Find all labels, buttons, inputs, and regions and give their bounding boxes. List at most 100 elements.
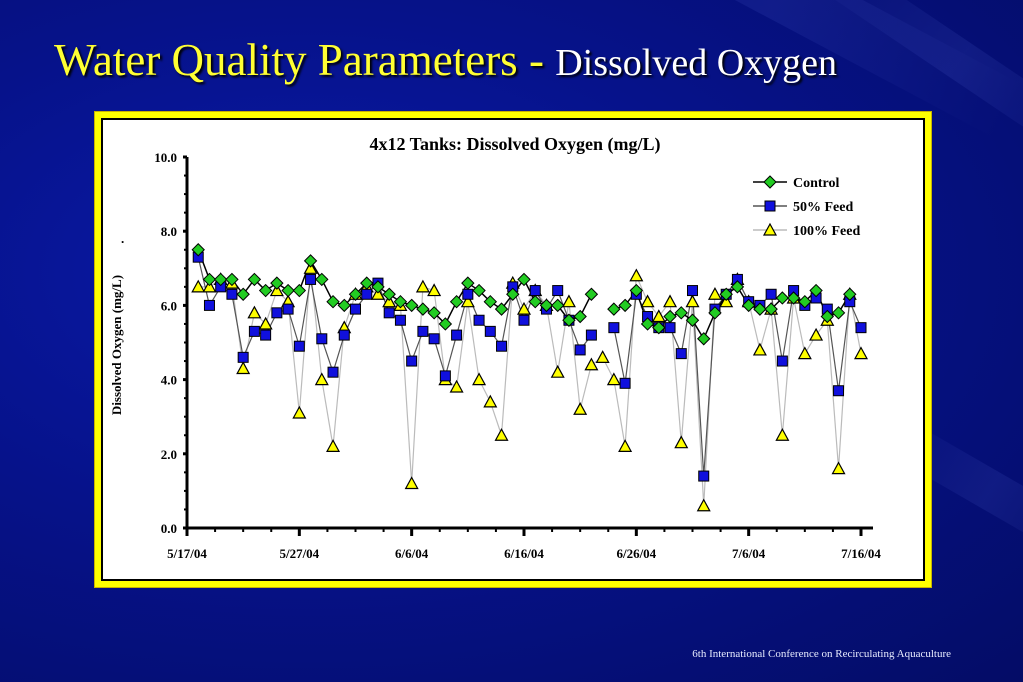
data-point-triangle <box>516 301 532 315</box>
data-point-triangle <box>314 372 329 386</box>
data-point-diamond <box>483 294 498 309</box>
data-point-diamond <box>607 302 621 316</box>
data-point-diamond <box>820 309 835 324</box>
data-point-diamond <box>292 283 307 298</box>
data-point-diamond <box>517 272 531 287</box>
data-point-triangle <box>494 427 509 441</box>
data-point-triangle <box>483 394 498 408</box>
data-point-square <box>248 325 260 337</box>
data-point-diamond <box>843 287 857 301</box>
data-point-triangle <box>629 268 644 282</box>
data-point-diamond <box>202 272 217 287</box>
data-point-square <box>675 348 687 360</box>
data-point-square <box>765 288 777 300</box>
data-point-diamond <box>281 283 295 298</box>
data-point-triangle <box>326 439 341 452</box>
data-point-diamond <box>416 302 430 316</box>
data-point-diamond <box>315 272 329 287</box>
data-point-triangle <box>719 294 734 308</box>
data-point-diamond <box>741 298 756 313</box>
legend-label: 50% Feed <box>793 200 853 215</box>
data-point-square <box>608 322 620 334</box>
data-point-square <box>451 329 463 341</box>
data-point-diamond <box>472 283 486 298</box>
data-point-triangle <box>573 402 588 415</box>
data-point-square <box>383 307 395 319</box>
data-point-diamond <box>427 306 441 320</box>
y-tick-label: 8.0 <box>161 224 177 239</box>
data-point-triangle <box>427 283 442 297</box>
data-point-triangle <box>449 379 464 393</box>
data-point-square <box>237 351 249 363</box>
data-point-diamond <box>303 254 318 268</box>
y-axis-label: Dissolved Oxygen (mg/L) <box>109 275 124 415</box>
data-point-triangle <box>292 405 307 419</box>
data-point-diamond <box>697 332 711 346</box>
data-point-triangle <box>775 427 790 441</box>
data-point-diamond <box>506 287 520 301</box>
chart-area: 4x12 Tanks: Dissolved Oxygen (mg/L) Diss… <box>101 118 925 581</box>
data-point-diamond <box>753 302 767 316</box>
data-point-square <box>260 329 272 341</box>
y-tick-label: 0.0 <box>161 521 177 536</box>
data-point-triangle <box>752 342 767 356</box>
data-point-square <box>462 288 474 300</box>
data-point-triangle <box>707 287 722 300</box>
chart-legend: Control 50% Feed 100% Feed <box>753 175 860 239</box>
data-point-diamond <box>640 317 655 331</box>
data-point-diamond <box>584 287 599 301</box>
data-point-square <box>687 285 698 297</box>
data-point-diamond <box>371 280 385 294</box>
slide-title: Water Quality Parameters - Dissolved Oxy… <box>54 34 837 86</box>
data-point-square <box>305 273 317 285</box>
y-axis-label-dot: . <box>121 231 124 246</box>
data-point-triangle <box>370 287 385 300</box>
data-point-triangle <box>303 261 318 274</box>
legend-diamond-icon <box>763 175 777 189</box>
data-point-square <box>833 385 845 397</box>
data-point-triangle <box>831 461 846 475</box>
data-point-square <box>282 303 294 315</box>
data-point-square <box>271 307 283 319</box>
plot-area <box>191 243 869 512</box>
data-point-square <box>518 314 530 326</box>
legend-label: Control <box>793 176 840 191</box>
data-point-square <box>484 325 496 337</box>
data-point-triangle <box>550 364 565 378</box>
data-point-diamond <box>573 309 587 324</box>
data-point-square <box>338 329 350 341</box>
data-point-diamond <box>798 294 812 309</box>
x-tick-label: 6/6/04 <box>395 546 429 561</box>
data-point-square <box>574 344 586 356</box>
data-point-triangle <box>640 294 655 308</box>
data-point-diamond <box>404 298 419 313</box>
data-point-triangle <box>651 309 666 323</box>
chart-title: 4x12 Tanks: Dissolved Oxygen (mg/L) <box>369 134 660 155</box>
x-tick-label: 5/17/04 <box>167 546 207 561</box>
data-point-square <box>394 314 406 326</box>
data-point-square <box>361 288 373 300</box>
data-point-triangle <box>404 476 419 490</box>
data-point-triangle <box>191 279 206 293</box>
data-point-square <box>417 325 429 337</box>
y-tick-label: 6.0 <box>161 298 177 313</box>
data-point-triangle <box>595 350 610 363</box>
data-point-diamond <box>461 276 475 290</box>
slide-title-main: Water Quality Parameters - <box>54 35 556 85</box>
data-point-diamond <box>438 317 453 331</box>
data-point-diamond <box>247 272 262 287</box>
data-point-triangle <box>797 346 812 360</box>
x-tick-label: 7/16/04 <box>841 546 881 561</box>
data-point-square <box>664 322 676 334</box>
data-point-triangle <box>561 294 576 308</box>
data-point-diamond <box>764 302 778 316</box>
slide-title-sub: Dissolved Oxygen <box>555 42 837 84</box>
data-point-diamond <box>674 306 688 320</box>
data-point-diamond <box>652 320 666 335</box>
legend-square-icon <box>764 200 776 212</box>
x-tick-label: 5/27/04 <box>279 546 319 561</box>
data-point-square <box>406 355 418 367</box>
data-point-diamond <box>730 280 745 294</box>
data-point-triangle <box>460 294 475 308</box>
chart-frame: 4x12 Tanks: Dissolved Oxygen (mg/L) Diss… <box>94 111 932 588</box>
